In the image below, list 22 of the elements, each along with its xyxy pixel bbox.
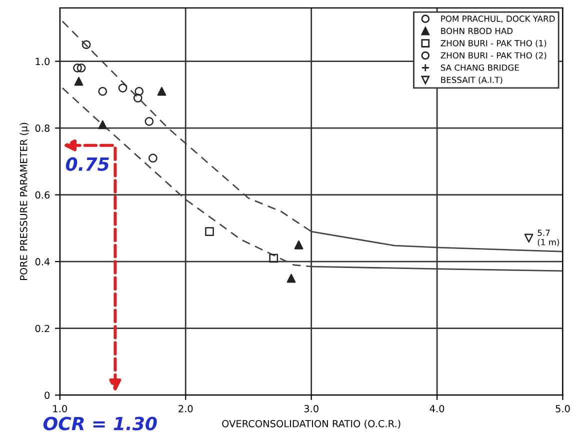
legend-label: BOHN RBOD HAD bbox=[441, 28, 513, 34]
legend-label: ZHON BURI - PAK THO (2) bbox=[440, 52, 546, 60]
y-tick-label: 0.8 bbox=[35, 124, 50, 132]
y-axis-title: PORE PRESSURE PARAMETER (μ) bbox=[20, 122, 30, 280]
x-tick-label: 3.0 bbox=[304, 404, 318, 412]
x-tick-label: 5.0 bbox=[556, 404, 570, 412]
y-tick-label: 0.4 bbox=[35, 258, 50, 266]
x-tick-label: 2.0 bbox=[178, 404, 193, 412]
legend-label: ZHON BURI - PAK THO (1) bbox=[440, 40, 546, 48]
text: OCR = 1.30 bbox=[43, 416, 157, 430]
x-tick-label: 4.0 bbox=[430, 404, 444, 412]
annotation: 0.75 bbox=[66, 157, 109, 171]
legend-label: POM PRACHUL, DOCK YARD bbox=[441, 16, 555, 23]
y-tick-label: 0 bbox=[44, 392, 50, 399]
legend-label: SA CHANG BRIDGE bbox=[440, 64, 519, 71]
x-tick-label: 1.0 bbox=[53, 404, 67, 412]
x-axis-title: OVERCONSOLIDATION RATIO (O.C.R.) bbox=[222, 420, 400, 428]
legend-label: BESSAIT (A.I.T) bbox=[441, 76, 502, 84]
annotation: 5.7 (1 m) bbox=[538, 230, 559, 246]
y-tick-label: 0.2 bbox=[35, 324, 50, 332]
y-tick-label: 0.6 bbox=[35, 191, 50, 199]
y-tick-label: 1.0 bbox=[36, 58, 50, 66]
